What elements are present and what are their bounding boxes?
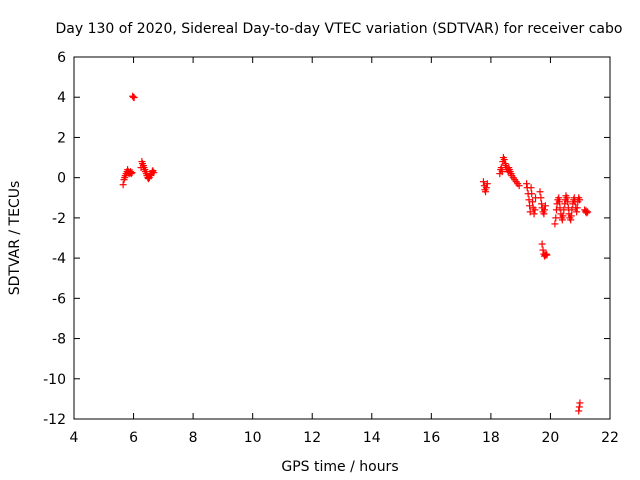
plot-frame: [73, 56, 611, 420]
data-point: [482, 188, 490, 196]
y-tick-label: -12: [43, 412, 66, 428]
data-point: [528, 190, 536, 198]
data-point: [515, 182, 523, 190]
x-tick-label: 4: [70, 430, 79, 446]
data-point: [568, 206, 576, 214]
data-point: [541, 202, 549, 210]
x-tick-label: 16: [422, 430, 440, 446]
data-point: [540, 206, 548, 214]
data-point: [563, 194, 571, 202]
data-point: [483, 180, 491, 188]
data-point: [573, 204, 581, 212]
data-point: [498, 168, 506, 176]
y-axis-label: SDTVAR / TECUs: [7, 181, 23, 296]
data-point: [536, 188, 544, 196]
data-point: [551, 220, 559, 228]
data-point: [583, 209, 591, 217]
data-point: [500, 156, 508, 164]
y-tick-label: -4: [52, 251, 66, 267]
data-point: [526, 202, 534, 210]
data-point: [584, 208, 592, 216]
x-tick-label: 10: [244, 430, 262, 446]
x-tick-label: 6: [129, 430, 138, 446]
data-point: [543, 251, 551, 259]
y-ticks: -12 -10 -8 -6 -4 -2 0 2 4 6: [43, 50, 610, 428]
data-point: [538, 240, 546, 248]
data-point: [539, 246, 547, 254]
data-point: [127, 170, 135, 178]
x-tick-label: 22: [601, 430, 619, 446]
x-tick-label: 8: [189, 430, 198, 446]
y-tick-label: -6: [52, 291, 66, 307]
data-point: [530, 210, 538, 218]
data-point: [129, 92, 137, 100]
y-tick-label: -2: [52, 211, 66, 227]
data-point: [526, 208, 534, 216]
data-point: [552, 206, 560, 214]
data-point: [479, 178, 487, 186]
x-tick-label: 18: [482, 430, 500, 446]
data-point: [482, 184, 490, 192]
data-point: [556, 204, 564, 212]
data-point: [128, 169, 136, 177]
x-tick-label: 20: [542, 430, 560, 446]
data-point: [119, 181, 127, 189]
data-point: [537, 194, 545, 202]
data-point: [555, 198, 563, 206]
data-point: [552, 214, 560, 222]
data-point: [130, 94, 138, 102]
x-ticks: 4 6 8 10 12 14 16 18 20 22: [70, 57, 619, 446]
x-tick-label: 14: [363, 430, 381, 446]
data-point: [525, 196, 533, 204]
data-point: [564, 204, 572, 212]
x-axis-label: GPS time / hours: [281, 459, 398, 475]
y-tick-label: -10: [43, 372, 66, 388]
data-point: [560, 206, 568, 214]
data-point: [576, 399, 584, 407]
data-point: [576, 196, 584, 204]
y-tick-label: -8: [52, 332, 66, 348]
data-point: [531, 206, 539, 214]
data-point: [559, 212, 567, 220]
data-point: [567, 212, 575, 220]
data-points: [119, 92, 592, 415]
y-tick-label: 6: [57, 50, 66, 66]
data-point: [527, 184, 535, 192]
y-tick-label: 0: [57, 171, 66, 187]
chart-title: Day 130 of 2020, Sidereal Day-to-day VTE…: [56, 21, 623, 37]
y-tick-label: 2: [57, 130, 66, 146]
data-point: [564, 198, 572, 206]
y-tick-label: 4: [57, 90, 66, 106]
data-point: [150, 169, 158, 177]
data-point: [144, 175, 152, 183]
x-tick-label: 12: [303, 430, 321, 446]
data-point: [529, 198, 537, 206]
